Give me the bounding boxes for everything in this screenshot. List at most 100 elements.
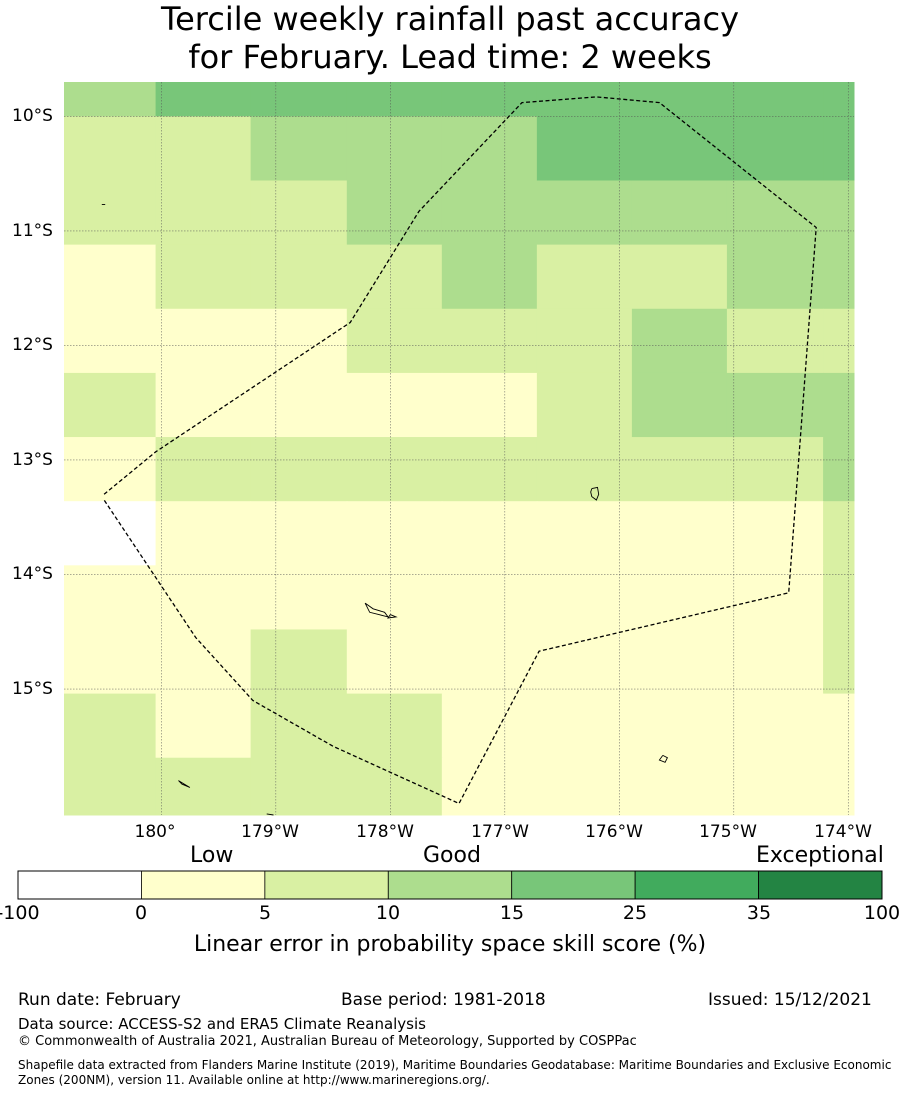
skill-cell <box>441 82 538 117</box>
colorbar-segment <box>387 870 513 900</box>
skill-cell <box>823 565 855 630</box>
colorbar-segment <box>264 870 389 900</box>
colorbar-segment <box>141 870 266 900</box>
skill-cell <box>823 244 855 310</box>
colorbar-tick: 25 <box>622 902 648 924</box>
skill-cell <box>250 372 348 438</box>
skill-cell <box>64 565 157 630</box>
map-title: Tercile weekly rainfall past accuracy fo… <box>0 0 900 76</box>
skill-cell <box>536 82 633 117</box>
skill-cell <box>726 437 824 502</box>
skill-cell <box>441 308 538 374</box>
skill-cell <box>631 757 728 816</box>
skill-cell <box>823 82 855 117</box>
skill-cell <box>441 757 538 816</box>
lon-label-174w: 174°W <box>814 822 872 842</box>
lat-label-13s: 13°S <box>12 450 53 470</box>
skill-cell <box>155 308 252 374</box>
skill-cell <box>726 501 824 566</box>
skill-cell <box>250 757 348 816</box>
skill-cell <box>155 565 252 630</box>
colorbar-segment <box>17 870 142 900</box>
run-date: Run date: February <box>18 990 181 1010</box>
lon-label-178w: 178°W <box>356 822 414 842</box>
skill-cell <box>823 437 855 502</box>
skill-cell <box>536 629 633 695</box>
skill-cell <box>631 693 728 759</box>
skill-cell <box>64 372 157 438</box>
skill-cell <box>441 437 538 502</box>
title-line-1: Tercile weekly rainfall past accuracy <box>160 0 739 38</box>
skill-cell <box>631 308 728 374</box>
skill-cell <box>441 693 538 759</box>
skill-cell <box>346 82 443 117</box>
skill-cell <box>536 757 633 816</box>
skill-cell <box>631 244 728 310</box>
colorbar-tick: 0 <box>134 902 148 924</box>
skill-cell <box>726 757 824 816</box>
colorbar-tick: 5 <box>258 902 272 924</box>
skill-cell <box>536 437 633 502</box>
skill-cell <box>250 244 348 310</box>
colorbar-segment <box>634 870 759 900</box>
skill-cell <box>250 501 348 566</box>
colorbar-tick: 35 <box>746 902 772 924</box>
data-source: Data source: ACCESS-S2 and ERA5 Climate … <box>18 1015 426 1033</box>
skill-cell <box>726 372 824 438</box>
skill-cell <box>155 693 252 759</box>
skill-cell <box>250 565 348 630</box>
skill-cell <box>536 501 633 566</box>
lon-label-179w: 179°W <box>241 822 299 842</box>
skill-cell <box>155 82 252 117</box>
skill-cell <box>726 244 824 310</box>
skill-cell <box>441 244 538 310</box>
colorbar-frame <box>17 870 883 900</box>
skill-cell <box>346 244 443 310</box>
skill-cell <box>823 501 855 566</box>
skill-cell <box>64 116 157 181</box>
colorbar-tick: 15 <box>499 902 525 924</box>
skill-cell <box>726 180 824 246</box>
skill-cell <box>250 180 348 246</box>
colorbar-segment <box>758 870 883 900</box>
skill-cell <box>346 565 443 630</box>
skill-cell <box>346 629 443 695</box>
skill-cell <box>250 82 348 117</box>
skill-cell <box>631 629 728 695</box>
skill-cell <box>155 372 252 438</box>
skill-cell <box>726 82 824 117</box>
skill-cell <box>631 501 728 566</box>
skill-cell <box>536 116 633 181</box>
category-good-label: Good <box>423 843 481 868</box>
title-line-2: for February. Lead time: 2 weeks <box>188 38 712 76</box>
skill-cell <box>726 308 824 374</box>
skill-cell <box>536 180 633 246</box>
skill-cell <box>631 116 728 181</box>
skill-cell <box>64 437 157 502</box>
skill-cell <box>64 82 157 117</box>
copyright-notice: © Commonwealth of Australia 2021, Austra… <box>18 1034 637 1049</box>
skill-cell <box>823 308 855 374</box>
skill-cell <box>441 629 538 695</box>
island-outline <box>658 754 669 763</box>
lon-label-177w: 177°W <box>471 822 529 842</box>
skill-cell <box>64 629 157 695</box>
island-outline <box>590 486 600 501</box>
skill-cell <box>64 308 157 374</box>
skill-cell <box>631 437 728 502</box>
island-outline <box>178 780 191 788</box>
island-outline <box>364 602 390 618</box>
skill-cell <box>726 693 824 759</box>
skill-cell <box>823 757 855 816</box>
skill-cell <box>823 116 855 181</box>
skill-cell <box>346 372 443 438</box>
lon-label-175w: 175°W <box>699 822 757 842</box>
colorbar-tick: -100 <box>0 902 40 924</box>
skill-cell <box>726 565 824 630</box>
lat-label-12s: 12°S <box>12 335 53 355</box>
island-outline <box>387 614 398 619</box>
eez-boundary <box>103 96 817 805</box>
lat-label-14s: 14°S <box>12 564 53 584</box>
skill-cell <box>536 372 633 438</box>
